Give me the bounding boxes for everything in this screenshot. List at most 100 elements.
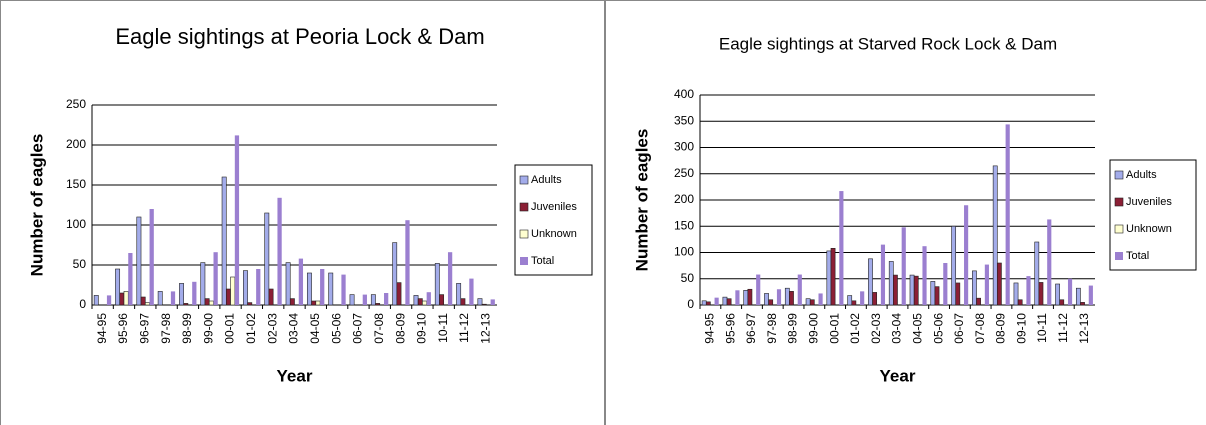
bar xyxy=(456,283,462,306)
x-tick-label: 07-08 xyxy=(973,313,987,344)
bar xyxy=(784,287,790,306)
bar xyxy=(1047,219,1052,305)
bar xyxy=(701,300,707,306)
bar xyxy=(285,262,291,306)
bar xyxy=(1080,302,1085,306)
legend-label: Adults xyxy=(531,174,562,186)
bar xyxy=(362,294,367,305)
bar xyxy=(264,212,270,306)
bar xyxy=(1038,282,1044,306)
chart-title: Eagle sightings at Starved Rock Lock & D… xyxy=(719,34,1057,53)
x-tick-label: 06-07 xyxy=(952,313,966,344)
bar xyxy=(426,292,431,305)
bar xyxy=(298,258,304,305)
bar xyxy=(179,283,184,306)
x-tick-label: 95-96 xyxy=(116,313,130,344)
x-tick-label: 10-11 xyxy=(1035,313,1049,343)
legend-label: Juveniles xyxy=(531,201,577,213)
bar xyxy=(735,290,740,305)
y-tick-label: 100 xyxy=(674,245,694,259)
bar xyxy=(417,298,423,306)
bar xyxy=(851,300,857,306)
bar xyxy=(1013,282,1019,306)
legend-label: Juveniles xyxy=(1126,196,1172,208)
y-tick-label: 300 xyxy=(674,140,694,154)
bar xyxy=(1017,299,1023,306)
bar xyxy=(1059,299,1065,306)
bar xyxy=(320,269,325,305)
bar xyxy=(764,293,769,306)
bar xyxy=(776,289,782,305)
x-tick-label: 02-03 xyxy=(265,313,279,344)
x-tick-label: 98-99 xyxy=(180,313,194,344)
bar xyxy=(930,281,936,306)
x-tick-label: 10-11 xyxy=(436,313,450,343)
legend-swatch xyxy=(1114,224,1124,234)
bar xyxy=(872,292,878,306)
bar xyxy=(460,298,466,306)
bar xyxy=(93,295,99,306)
bar xyxy=(375,303,381,306)
y-tick-label: 0 xyxy=(687,297,694,311)
x-tick-label: 07-08 xyxy=(372,313,386,344)
legend-swatch xyxy=(519,229,529,239)
bar xyxy=(996,262,1002,306)
bar xyxy=(447,252,453,305)
legend-label: Unknown xyxy=(1126,223,1172,235)
legend-swatch xyxy=(1114,170,1124,180)
bar xyxy=(1034,241,1040,306)
bar xyxy=(183,303,189,306)
x-tick-label: 94-95 xyxy=(703,313,717,344)
y-tick-label: 50 xyxy=(681,271,695,285)
y-tick-label: 0 xyxy=(79,297,86,311)
x-tick-label: 94-95 xyxy=(95,313,109,344)
bar xyxy=(230,276,236,306)
bar xyxy=(1067,278,1073,305)
bar xyxy=(306,272,312,306)
x-tick-label: 11-12 xyxy=(457,313,471,343)
y-axis-title: Number of eagles xyxy=(27,134,46,277)
bar xyxy=(268,288,274,306)
bar xyxy=(1088,285,1093,305)
x-tick-label: 01-02 xyxy=(848,313,862,344)
x-tick-label: 04-05 xyxy=(910,313,924,344)
bar xyxy=(705,301,711,306)
x-tick-label: 02-03 xyxy=(869,313,883,344)
bar xyxy=(943,263,948,305)
legend-label: Total xyxy=(531,255,554,267)
x-tick-label: 96-97 xyxy=(744,313,758,344)
x-tick-label: 08-09 xyxy=(393,313,407,344)
x-tick-label: 99-00 xyxy=(201,313,215,344)
bar xyxy=(992,165,998,306)
x-tick-label: 08-09 xyxy=(994,313,1008,344)
bar xyxy=(964,205,969,305)
bar xyxy=(392,242,398,306)
legend-label: Unknown xyxy=(531,228,577,240)
x-tick-label: 05-06 xyxy=(931,313,945,344)
bar xyxy=(909,274,915,306)
panel-border xyxy=(605,0,1206,425)
y-tick-label: 250 xyxy=(674,166,694,180)
bar xyxy=(901,227,906,305)
bar xyxy=(106,295,112,305)
bar xyxy=(888,261,894,306)
bar xyxy=(477,298,483,306)
bar xyxy=(805,298,811,306)
x-tick-label: 09-10 xyxy=(415,313,429,344)
bar xyxy=(847,295,853,306)
bar xyxy=(200,262,206,306)
bar xyxy=(277,197,282,305)
y-tick-label: 400 xyxy=(674,87,694,101)
bar xyxy=(1005,124,1010,306)
bar xyxy=(951,225,957,306)
x-tick-label: 96-97 xyxy=(137,313,151,344)
x-tick-label: 97-98 xyxy=(765,313,779,344)
bar xyxy=(256,269,261,305)
legend-label: Adults xyxy=(1126,169,1157,181)
bar xyxy=(128,253,133,305)
bar xyxy=(768,299,774,306)
bar xyxy=(140,296,146,306)
bar xyxy=(830,248,836,306)
bar xyxy=(469,278,474,305)
x-axis-title: Year xyxy=(880,366,916,385)
